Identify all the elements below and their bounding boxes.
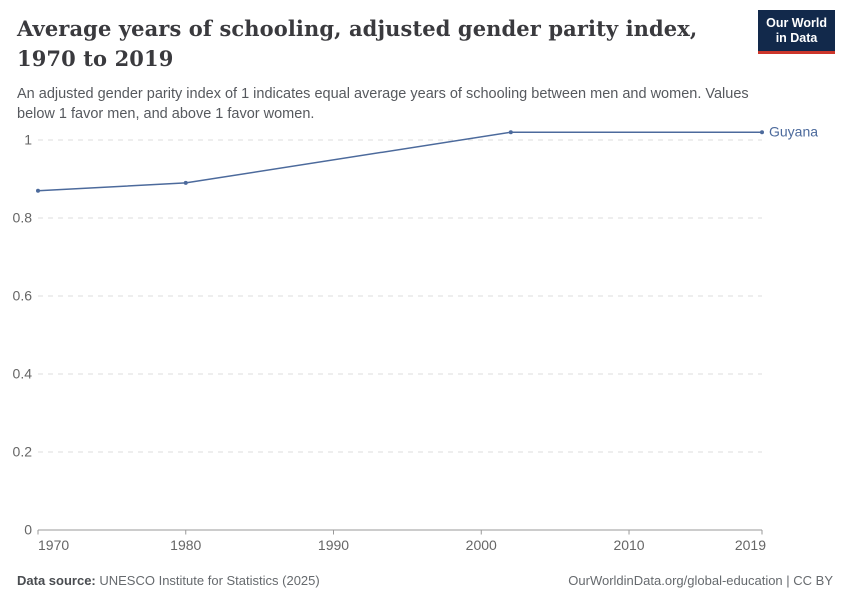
x-tick-label: 2019 [735,537,766,553]
attribution-link[interactable]: OurWorldinData.org/global-education | CC… [568,573,833,588]
x-tick-label: 1970 [38,537,69,553]
x-tick-label: 2000 [466,537,497,553]
chart-title: Average years of schooling, adjusted gen… [17,16,698,71]
chart-svg: 0 0.2 0.4 0.6 0.8 1 1970 1980 1990 2000 2010 2019 Gu… [13,124,819,553]
data-point [760,130,764,135]
chart-footer: Data source: UNESCO Institute for Statis… [17,573,833,588]
y-tick-label: 0.2 [13,444,33,460]
data-source-label: Data source: [17,573,96,588]
y-tick-label: 0.4 [13,366,33,382]
entity-label[interactable]: Guyana [769,124,818,140]
owid-logo[interactable]: Our World in Data [758,10,835,54]
owid-logo-line2: in Data [775,31,818,45]
x-tick-label: 2010 [613,537,644,553]
y-tick-label: 1 [24,132,32,148]
y-tick-label: 0.6 [13,288,33,304]
data-line [37,131,763,192]
y-tick-label: 0 [24,522,32,538]
data-source-note: Data source: UNESCO Institute for Statis… [17,573,320,588]
y-tick-label: 0.8 [13,210,33,226]
chart-subtitle: An adjusted gender parity index of 1 ind… [17,86,749,122]
data-point [36,188,40,193]
chart-header: Average years of schooling, adjusted gen… [17,14,833,124]
data-point [183,180,188,185]
x-tick-label: 1980 [170,537,201,553]
owid-logo-line1: Our World [766,16,827,30]
data-point [508,130,513,135]
x-tick-label: 1990 [318,537,349,553]
data-source-value: UNESCO Institute for Statistics (2025) [95,573,320,588]
